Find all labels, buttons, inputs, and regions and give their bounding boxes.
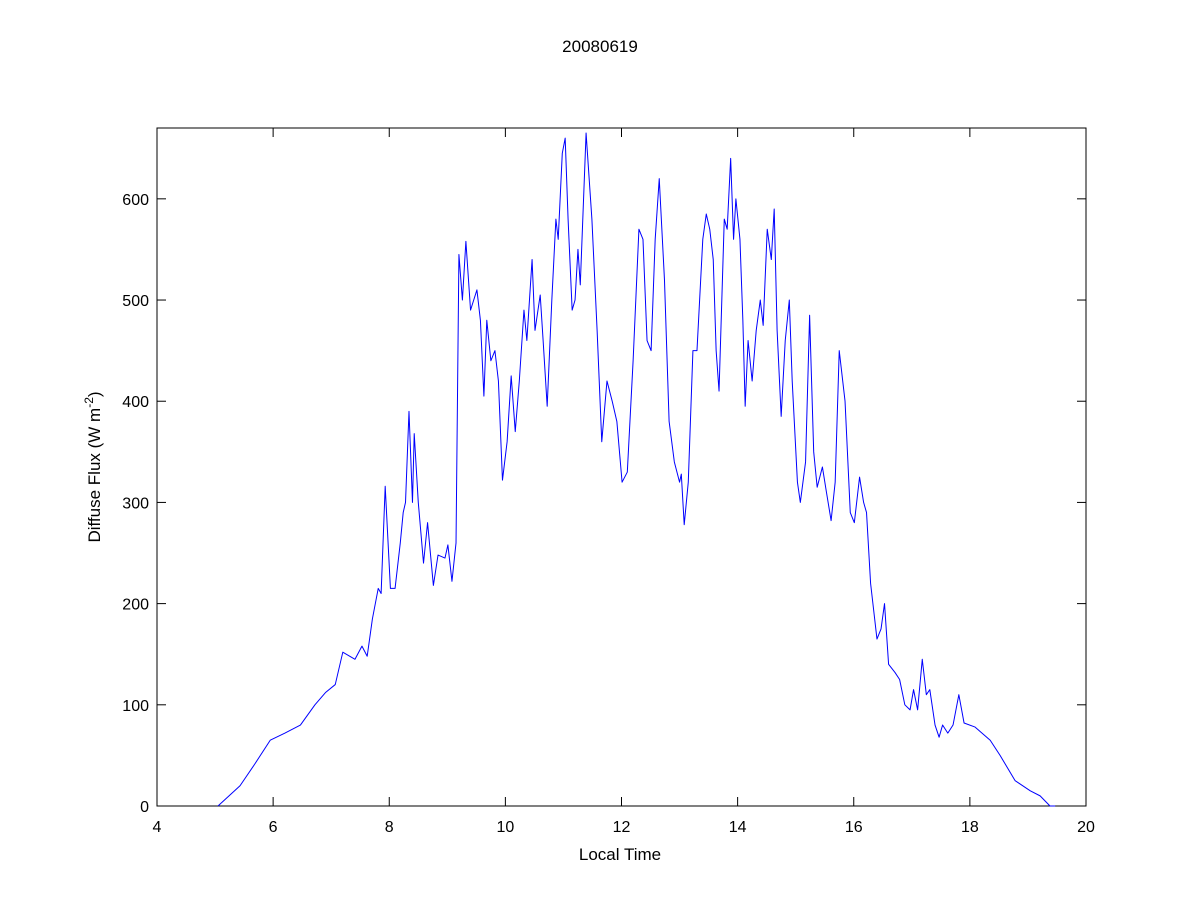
y-tick-label: 400 — [122, 394, 149, 411]
x-tick-label: 20 — [1077, 819, 1095, 836]
y-tick-label: 0 — [140, 799, 149, 816]
y-axis-label: Diffuse Flux (W m-2) — [82, 391, 104, 542]
y-tick-label: 500 — [122, 293, 149, 310]
y-tick-label: 100 — [122, 698, 149, 715]
x-tick-label: 10 — [496, 819, 514, 836]
y-axis-label-text: Diffuse Flux (W m — [85, 408, 104, 543]
x-tick-label: 8 — [385, 819, 394, 836]
y-tick-label: 300 — [122, 495, 149, 512]
data-line — [217, 132, 1056, 807]
x-tick-label: 14 — [729, 819, 747, 836]
y-tick-label: 600 — [122, 192, 149, 209]
y-axis-label-superscript: -2 — [82, 397, 96, 408]
x-axis-label: Local Time — [579, 845, 661, 864]
y-tick-label: 200 — [122, 597, 149, 614]
x-tick-label: 6 — [269, 819, 278, 836]
chart-title: 20080619 — [562, 37, 638, 56]
y-axis-label-suffix: ) — [85, 391, 104, 397]
x-tick-label: 18 — [961, 819, 979, 836]
x-tick-label: 16 — [845, 819, 863, 836]
x-tick-label: 12 — [613, 819, 631, 836]
x-tick-label: 4 — [153, 819, 162, 836]
